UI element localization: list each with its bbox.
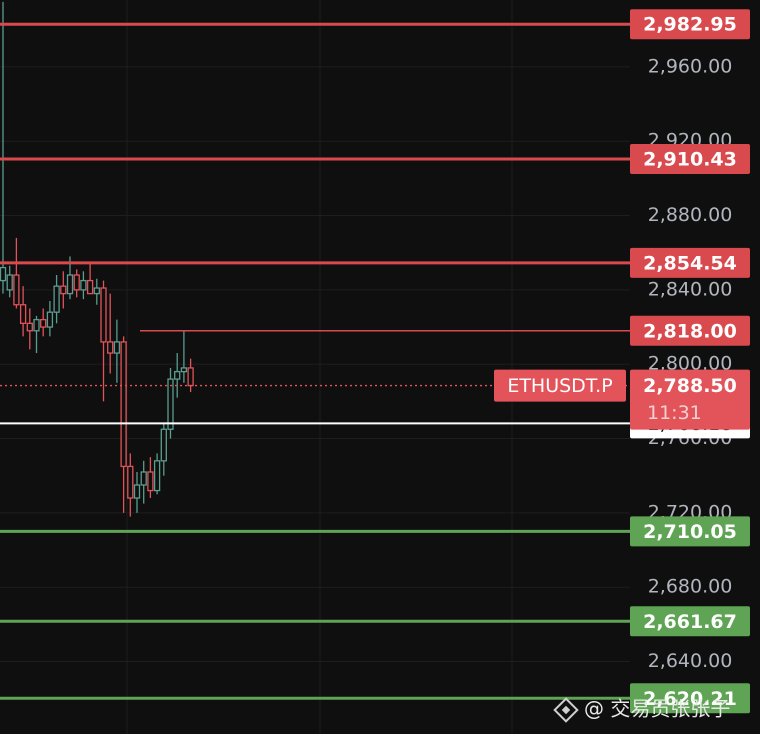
candle-body xyxy=(53,285,60,313)
level-label: 2,818.00 xyxy=(643,320,737,342)
candle-body xyxy=(167,378,174,430)
candle-body xyxy=(80,279,87,291)
watermark: @ 交易员张张子 xyxy=(553,697,730,723)
candle-body xyxy=(13,274,20,306)
symbol-badge xyxy=(494,369,626,402)
candle-body xyxy=(26,322,33,332)
candle-body xyxy=(113,341,121,354)
last-price-label: 2,788.50 xyxy=(643,375,737,397)
level-badge xyxy=(630,144,750,175)
level-badge xyxy=(630,516,750,547)
y-tick-label: 2,960.00 xyxy=(648,55,733,77)
y-tick-label: 2,640.00 xyxy=(648,650,733,672)
candle-body xyxy=(19,304,27,324)
plot: 2,640.002,680.002,720.002,760.002,800.00… xyxy=(0,1,750,714)
watermark-text: @ 交易员张张子 xyxy=(584,697,730,721)
candle-body xyxy=(73,274,80,291)
candle-body xyxy=(180,367,188,373)
y-tick-label: 2,880.00 xyxy=(648,204,733,226)
candle-body xyxy=(120,341,127,468)
candle-body xyxy=(107,341,114,354)
candle-body xyxy=(140,471,147,486)
level-badge xyxy=(630,9,750,40)
level-label: 2,982.95 xyxy=(643,14,737,36)
candle-body xyxy=(127,465,134,499)
candle-body xyxy=(187,367,194,387)
level-label: 2,620.21 xyxy=(643,688,737,710)
level-badge xyxy=(630,247,750,278)
last-price-badge xyxy=(630,369,750,430)
y-tick-label: 2,680.00 xyxy=(648,576,733,598)
countdown: 11:31 xyxy=(647,402,702,424)
candle-body xyxy=(160,428,167,462)
level-label: 2,710.05 xyxy=(643,521,737,543)
candle-body xyxy=(100,287,107,343)
level-label: 2,910.43 xyxy=(643,149,737,171)
level-badge xyxy=(630,606,750,637)
candle-body xyxy=(6,274,13,291)
candle-body xyxy=(60,285,67,295)
y-tick-label: 2,800.00 xyxy=(648,353,733,375)
candle-body xyxy=(86,279,94,295)
candle-body xyxy=(153,460,161,492)
y-tick-label: 2,840.00 xyxy=(648,278,733,300)
candle-body xyxy=(93,287,100,295)
candle-body xyxy=(147,471,154,492)
level-badge xyxy=(630,683,750,714)
candle-body xyxy=(66,274,74,295)
candle-body xyxy=(33,318,40,332)
level-label: 2,661.67 xyxy=(643,611,737,633)
level-badge xyxy=(630,315,750,346)
candle-body xyxy=(133,484,141,499)
candle-body xyxy=(40,318,47,328)
candle-body xyxy=(0,266,7,282)
level-label: 2,854.54 xyxy=(643,252,737,274)
candle-body xyxy=(174,370,181,380)
symbol-label: ETHUSDT.P xyxy=(507,375,612,397)
candle-body xyxy=(46,311,54,328)
